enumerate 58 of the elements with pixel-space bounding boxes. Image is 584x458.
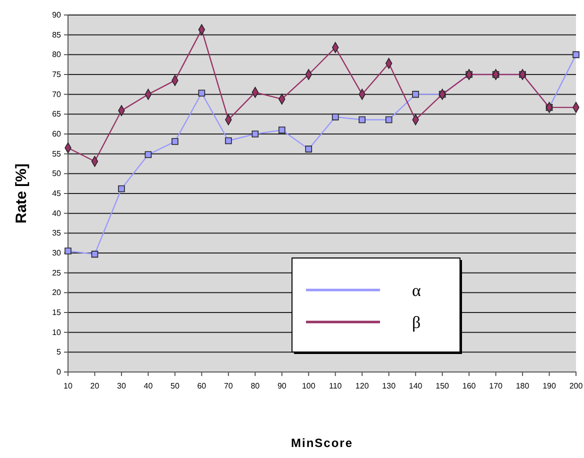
x-tick-label: 80 [250,382,260,391]
point [385,116,392,124]
y-tick-label: 40 [52,208,62,218]
y-tick-label: 50 [52,169,62,178]
y-tick-label: 55 [52,149,62,158]
point [225,137,232,144]
point [332,114,339,120]
point [252,130,259,138]
point [144,151,152,158]
x-tick-label: 140 [408,382,423,391]
x-tick-label: 50 [170,382,180,391]
x-tick-label: 110 [328,382,342,391]
point [305,146,312,152]
x-tick-label: 180 [516,382,530,391]
x-tick-label: 130 [382,382,396,391]
y-tick-label: 85 [52,30,62,40]
x-tick-label: 200 [569,382,584,391]
y-tick-label: 80 [52,50,62,60]
point [358,116,366,124]
x-tick-label: 40 [144,382,154,391]
x-axis-title: MinScore [290,436,354,450]
legend-label: β [412,313,421,332]
y-tick-label: 35 [52,228,62,238]
x-tick-label: 20 [90,382,100,391]
point [64,248,72,254]
x-tick-label: 190 [542,382,556,391]
x-tick-label: 10 [64,382,73,391]
y-tick-label: 20 [52,288,62,298]
point [572,51,580,58]
y-tick-label: 25 [52,268,62,278]
x-tick-label: 100 [302,382,316,391]
x-tick-label: 70 [224,382,234,391]
y-axis-title: Rate [%] [13,163,30,224]
y-tick-label: 90 [52,10,62,20]
x-tick-label: 60 [197,382,207,391]
point [278,126,286,134]
x-tick-label: 90 [277,382,287,391]
y-tick-label: 45 [52,189,62,198]
x-tick-label: 120 [355,382,370,391]
y-tick-label: 0 [56,368,62,377]
x-tick-label: 170 [489,382,504,391]
y-tick-label: 70 [52,90,62,99]
y-tick-label: 60 [52,130,62,139]
y-tick-label: 75 [52,70,62,80]
x-tick-label: 30 [117,382,126,391]
x-tick-label: 150 [436,382,450,391]
point [198,90,206,97]
y-tick-label: 5 [56,348,62,357]
x-tick-label: 160 [462,382,476,391]
y-tick-label: 30 [52,248,62,258]
legend-label: α [412,281,421,300]
point [118,185,125,192]
y-tick-label: 15 [52,308,62,318]
y-tick-label: 10 [52,328,62,337]
y-tick-label: 65 [52,110,62,119]
point [412,90,419,98]
point [172,138,178,145]
point [91,250,98,258]
